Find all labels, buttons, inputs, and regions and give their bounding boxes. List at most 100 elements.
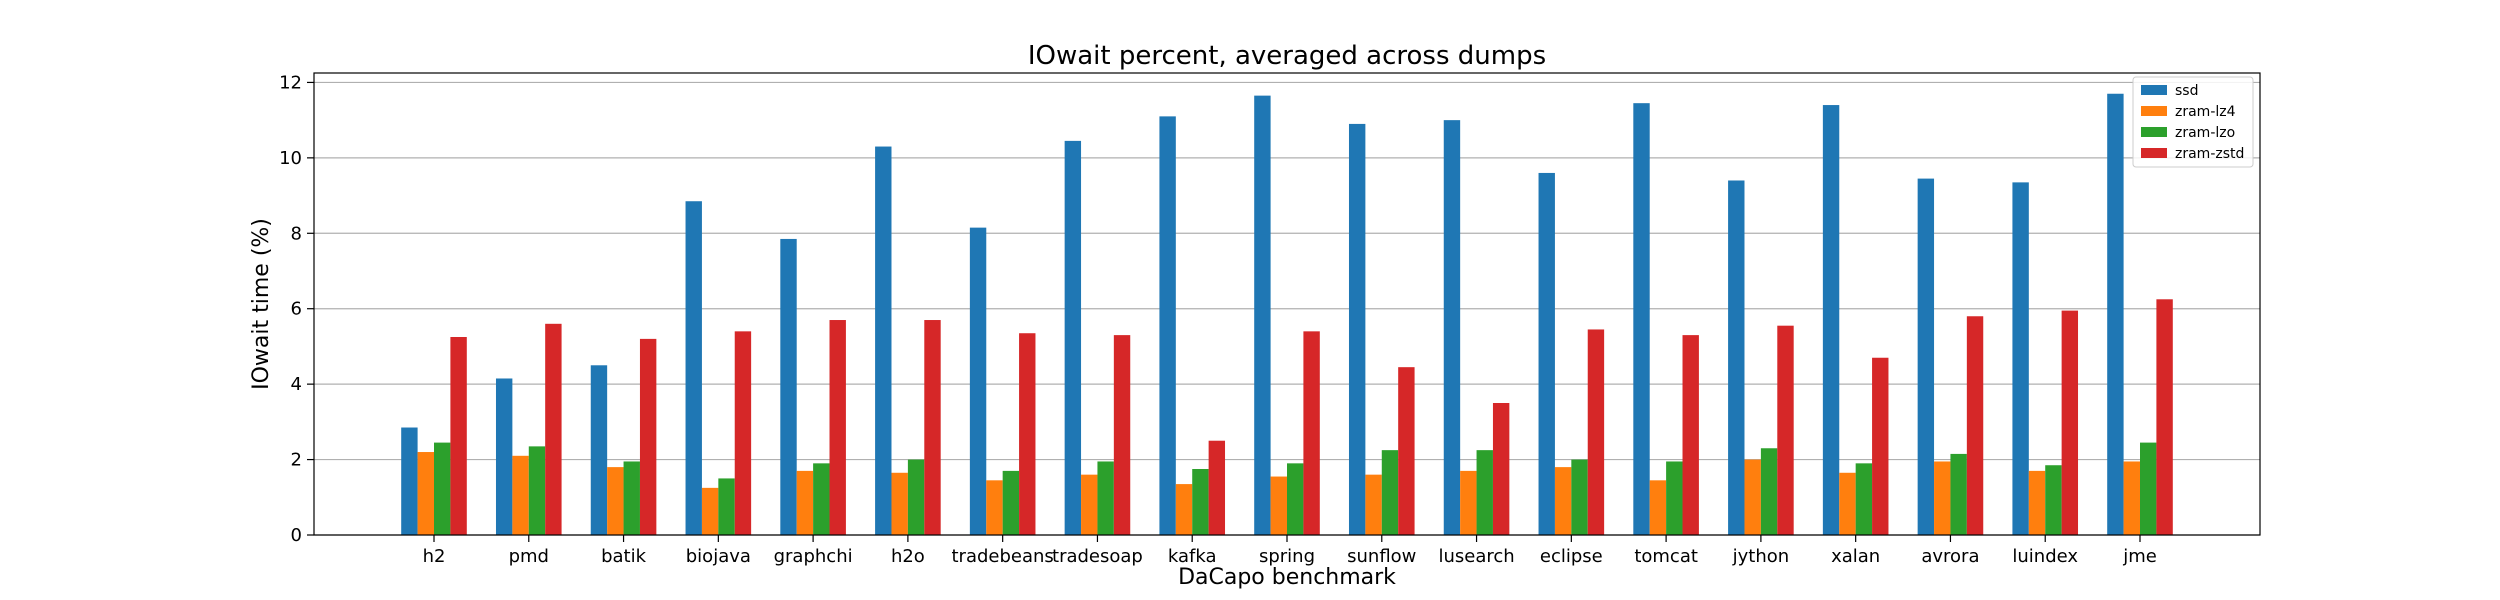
bar-zram-zstd-tradebeans [1019,333,1036,535]
bar-zram-lzo-eclipse [1571,459,1588,535]
x-tick-label-lusearch: lusearch [1438,546,1514,567]
bar-ssd-graphchi [780,238,797,535]
legend-swatch-zram-lz4 [2141,106,2167,116]
bar-zram-lzo-kafka [1192,469,1209,535]
bar-zram-zstd-eclipse [1587,329,1605,535]
bar-zram-lz4-kafka [1175,484,1193,535]
bar-zram-lz4-eclipse [1554,467,1572,535]
bar-zram-lzo-jme [2140,442,2157,535]
bar-zram-zstd-xalan [1872,357,1889,535]
bar-zram-zstd-lusearch [1492,403,1510,535]
legend-swatch-ssd [2141,85,2167,95]
x-tick-label-graphchi: graphchi [774,546,853,567]
x-tick-label-batik: batik [601,546,647,567]
x-tick-label-eclipse: eclipse [1540,546,1603,567]
y-tick-label: 8 [291,223,302,244]
x-tick-label-h2: h2 [423,546,446,567]
bars [401,93,2173,536]
bar-zram-lzo-h2 [434,442,451,535]
bar-zram-lzo-graphchi [813,463,830,535]
x-tick-label-pmd: pmd [509,546,549,567]
legend-label-zram-lz4: zram-lz4 [2175,104,2236,120]
y-tick-label: 12 [279,72,302,93]
x-tick-label-tradebeans: tradebeans [952,546,1054,567]
bar-zram-lz4-jme [2123,461,2140,535]
y-tick-label: 0 [291,525,302,546]
legend-label-zram-lzo: zram-lzo [2175,125,2235,141]
bar-zram-zstd-kafka [1208,440,1226,535]
x-tick-label-tradesoap: tradesoap [1052,546,1143,567]
bar-ssd-h2 [401,427,418,535]
x-tick-label-xalan: xalan [1831,546,1880,567]
bar-ssd-tradesoap [1064,140,1082,535]
y-axis-label: IOwait time (%) [249,218,274,390]
x-axis: h2 pmd batik biojava graphchi h2o tradebeanstr… [423,535,2157,567]
bar-ssd-eclipse [1538,172,1555,535]
bar-zram-lzo-jython [1760,448,1778,535]
bar-zram-lzo-tradebeans [1002,470,1020,535]
bar-zram-lz4-avrora [1934,461,1951,535]
x-tick-label-kafka: kafka [1168,546,1217,567]
y-tick-label: 6 [291,299,302,320]
bar-zram-zstd-avrora [1966,316,1984,535]
bar-zram-zstd-spring [1303,331,1320,535]
chart-title: IOwait percent, averaged across dumps [1028,41,1546,71]
bar-zram-lz4-tradesoap [1081,474,1098,535]
x-tick-label-h2o: h2o [891,546,925,567]
bar-zram-zstd-jython [1777,325,1794,535]
bar-zram-zstd-tradesoap [1113,335,1131,535]
bar-ssd-pmd [495,378,513,535]
bar-zram-lz4-sunflow [1365,474,1382,535]
bar-zram-lzo-biojava [718,478,735,535]
bar-zram-lzo-sunflow [1381,450,1399,535]
bar-zram-lzo-xalan [1855,463,1873,535]
bar-ssd-batik [590,365,608,535]
x-tick-label-tomcat: tomcat [1634,546,1698,567]
bar-zram-zstd-h2o [924,320,941,535]
bar-zram-zstd-graphchi [829,320,846,535]
x-tick-label-biojava: biojava [686,546,751,567]
bar-ssd-jython [1728,180,1745,535]
bar-ssd-sunflow [1348,123,1366,536]
legend-box [2132,76,2254,168]
bar-zram-lzo-lusearch [1476,450,1493,535]
y-tick-label: 4 [291,374,302,395]
bar-zram-lzo-spring [1287,463,1304,535]
bar-zram-lzo-avrora [1950,453,1967,535]
legend-label-ssd: ssd [2175,83,2198,99]
bar-ssd-jme [2107,93,2124,535]
legend: ssd zram-lz4 zram-lzo zram-zstd [2132,76,2254,168]
bar-ssd-avrora [1917,178,1935,535]
bar-zram-lz4-tomcat [1649,480,1667,535]
bar-zram-lz4-pmd [512,455,529,535]
x-tick-label-sunflow: sunflow [1347,546,1416,567]
bar-zram-lz4-tradebeans [986,480,1003,535]
bar-ssd-kafka [1159,116,1176,535]
bar-zram-lz4-batik [607,467,624,535]
bar-zram-lz4-biojava [701,487,719,535]
legend-label-zram-zstd: zram-zstd [2175,146,2244,162]
legend-swatch-zram-zstd [2141,148,2167,158]
bar-zram-zstd-batik [639,338,657,535]
bar-zram-lzo-tomcat [1666,461,1683,535]
bar-ssd-tradebeans [969,227,987,535]
bar-zram-lz4-h2o [891,472,908,535]
bar-zram-lz4-lusearch [1460,470,1477,535]
x-tick-label-jme: jme [2122,546,2157,567]
bar-zram-lzo-h2o [907,459,925,535]
x-tick-label-avrora: avrora [1921,546,1979,567]
bar-zram-zstd-sunflow [1398,367,1415,535]
bar-zram-lz4-xalan [1839,472,1856,535]
bar-ssd-luindex [2012,182,2029,535]
x-tick-label-spring: spring [1259,546,1315,567]
bar-zram-zstd-h2 [450,337,467,535]
bar-zram-zstd-jme [2156,299,2173,535]
y-tick-label: 10 [279,148,302,169]
legend-swatch-zram-lzo [2141,127,2167,137]
y-tick-label: 2 [291,450,302,471]
x-axis-label: DaCapo benchmark [1178,565,1396,590]
bar-zram-lz4-luindex [2028,470,2046,535]
bar-ssd-xalan [1822,105,1840,536]
bar-ssd-biojava [685,201,702,535]
